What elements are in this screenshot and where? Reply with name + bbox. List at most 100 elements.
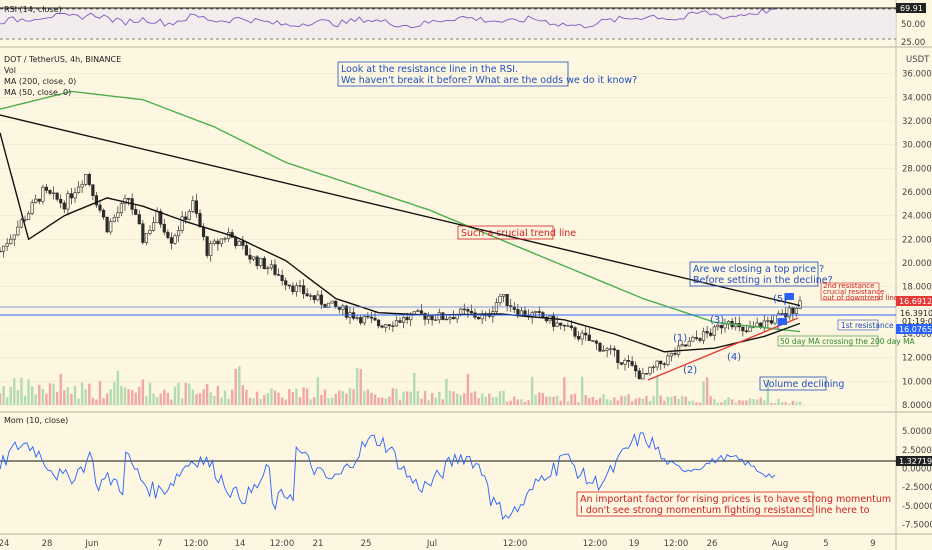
candle-body — [476, 317, 481, 320]
ma50-label: MA (50, close, 0) — [4, 88, 71, 97]
candle-body — [223, 238, 227, 240]
candle-body — [655, 360, 659, 368]
candle-body — [330, 300, 334, 304]
volume-bar — [170, 399, 173, 405]
candle-body — [669, 352, 674, 357]
candle-body — [498, 295, 502, 303]
candle-body — [41, 186, 45, 202]
candle-body — [19, 219, 24, 228]
candle-body — [55, 192, 59, 200]
volume-bar — [138, 386, 141, 405]
ma-cross-note-box — [777, 335, 879, 347]
time-tick-label: 14 — [235, 539, 246, 549]
price-tick-label: 34.00000 — [902, 93, 932, 103]
candle-body — [380, 325, 384, 328]
volume-bar — [88, 383, 91, 405]
price-axis[interactable]: 36.00000 34.00000 32.00000 30.00000 28.00000… — [902, 70, 932, 411]
candle-body — [780, 313, 784, 315]
candle-body — [673, 352, 677, 355]
volume-bar — [723, 399, 727, 405]
volume-bar — [180, 398, 184, 405]
candle-body — [612, 348, 616, 351]
volume-bar — [91, 397, 95, 405]
candle-body — [566, 325, 570, 327]
volume-bar — [220, 397, 223, 405]
candle-body — [680, 344, 684, 347]
volume-bar — [288, 389, 291, 405]
volume-bar — [27, 379, 30, 405]
volume-bar — [330, 397, 334, 405]
candle-body — [184, 216, 188, 220]
candle-body — [109, 221, 113, 233]
volume-bar — [738, 400, 741, 405]
candle-body — [344, 305, 349, 318]
candle-body — [76, 186, 81, 194]
volume-bar — [463, 393, 466, 405]
volume-bar — [70, 393, 73, 405]
volume-bar — [230, 389, 234, 405]
volume-bar — [284, 399, 287, 405]
volume-bar — [695, 402, 698, 405]
time-axis[interactable]: 24 28 Jun 7 12:00 14 12:00 21 25 Jul 12:00 12:00 19 1… — [0, 539, 876, 549]
volume-bar — [709, 396, 712, 405]
volume-bar — [559, 400, 562, 405]
candle-body — [534, 311, 538, 313]
volume-bar — [234, 368, 237, 405]
candle-body — [401, 317, 406, 323]
volume-bar — [338, 390, 341, 405]
res2-note-line3: out of downtrend line — [823, 294, 898, 302]
candle-body — [701, 331, 706, 341]
symbol-label: DOT / TetherUS, 4h, BINANCE — [4, 55, 121, 64]
volume-bar — [2, 386, 5, 405]
volume-bar — [734, 402, 737, 405]
candle-body — [416, 310, 420, 312]
wave-label-4: (4) — [727, 352, 741, 363]
volume-bar — [423, 390, 427, 405]
price-tick-label: 18.00000 — [902, 283, 932, 293]
candle-body — [748, 326, 752, 332]
volume-bar — [598, 397, 602, 405]
candle-body — [501, 293, 506, 297]
rsi-pane[interactable]: RSI (14, close) — [0, 5, 896, 40]
volume-bar — [727, 397, 730, 405]
volume-bar — [666, 396, 670, 405]
candle-body — [98, 204, 102, 211]
volume-bar — [263, 395, 266, 405]
volume-bar — [388, 396, 391, 405]
candle-body — [601, 349, 606, 352]
volume-bar — [130, 390, 134, 405]
candle-body — [284, 280, 288, 286]
volume-bar — [527, 400, 530, 405]
mom-tick-label: -5.00000 — [902, 502, 932, 512]
volume-bar — [420, 398, 423, 405]
volume-bar — [755, 399, 759, 405]
volume-bar — [534, 394, 537, 405]
volume-bar — [770, 402, 773, 405]
candle-body — [212, 240, 216, 244]
candle-body — [219, 238, 224, 245]
candle-body — [773, 314, 777, 324]
momentum-pane[interactable]: Mom (10, close) An important factor for … — [0, 416, 896, 521]
candle-body — [741, 326, 745, 332]
candle-body — [634, 365, 638, 372]
candle-body — [187, 211, 191, 220]
volume-bar — [291, 392, 295, 405]
candle-body — [34, 198, 38, 204]
volume-bar — [577, 402, 580, 405]
rsi-tick-25: 25.00 — [901, 38, 925, 48]
volume-bar — [248, 398, 252, 405]
volume-bar — [398, 399, 402, 405]
volume-bar — [341, 391, 345, 405]
candle-body — [387, 324, 391, 327]
volume-bar — [573, 393, 577, 405]
candle-body — [759, 322, 763, 328]
downtrend-line[interactable] — [0, 114, 801, 307]
candle-body — [166, 231, 170, 238]
volume-bar — [363, 391, 366, 405]
volume-bar — [302, 387, 305, 405]
support-line[interactable] — [647, 317, 799, 381]
candle-body — [712, 326, 716, 336]
volume-bar — [663, 400, 666, 405]
